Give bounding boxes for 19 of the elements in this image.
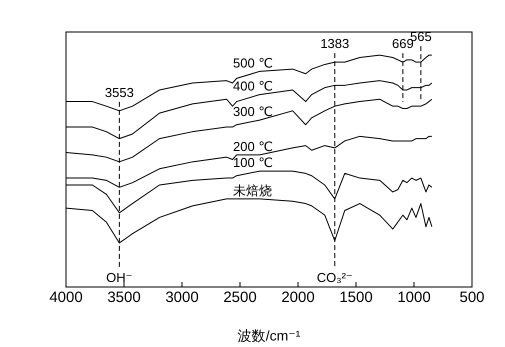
series-label: 100 ℃ xyxy=(233,155,273,170)
series-label: 500 ℃ xyxy=(233,55,273,70)
series-label: 300 ℃ xyxy=(233,104,273,120)
series-label: 未焙烧 xyxy=(233,182,272,198)
annotation: 3553 xyxy=(104,84,134,100)
x-tick-label: 500 xyxy=(459,289,485,306)
series-label: 400 ℃ xyxy=(233,78,273,94)
x-tick-label: 3000 xyxy=(165,289,199,306)
x-tick-label: 1000 xyxy=(397,289,431,306)
text: 1383 xyxy=(320,36,350,52)
x-tick-label: 4000 xyxy=(49,289,83,306)
annotation: OH⁻ xyxy=(106,270,133,285)
series-label: 200 ℃ xyxy=(233,138,273,154)
annotation: CO₃²⁻ xyxy=(316,270,353,285)
x-tick-label: 2000 xyxy=(281,289,315,306)
x-tick-label: 3500 xyxy=(107,289,141,306)
x-axis-title: 波数/cm⁻¹ xyxy=(238,327,301,344)
x-tick-label: 1500 xyxy=(339,289,373,306)
x-tick-label: 2500 xyxy=(223,289,257,306)
